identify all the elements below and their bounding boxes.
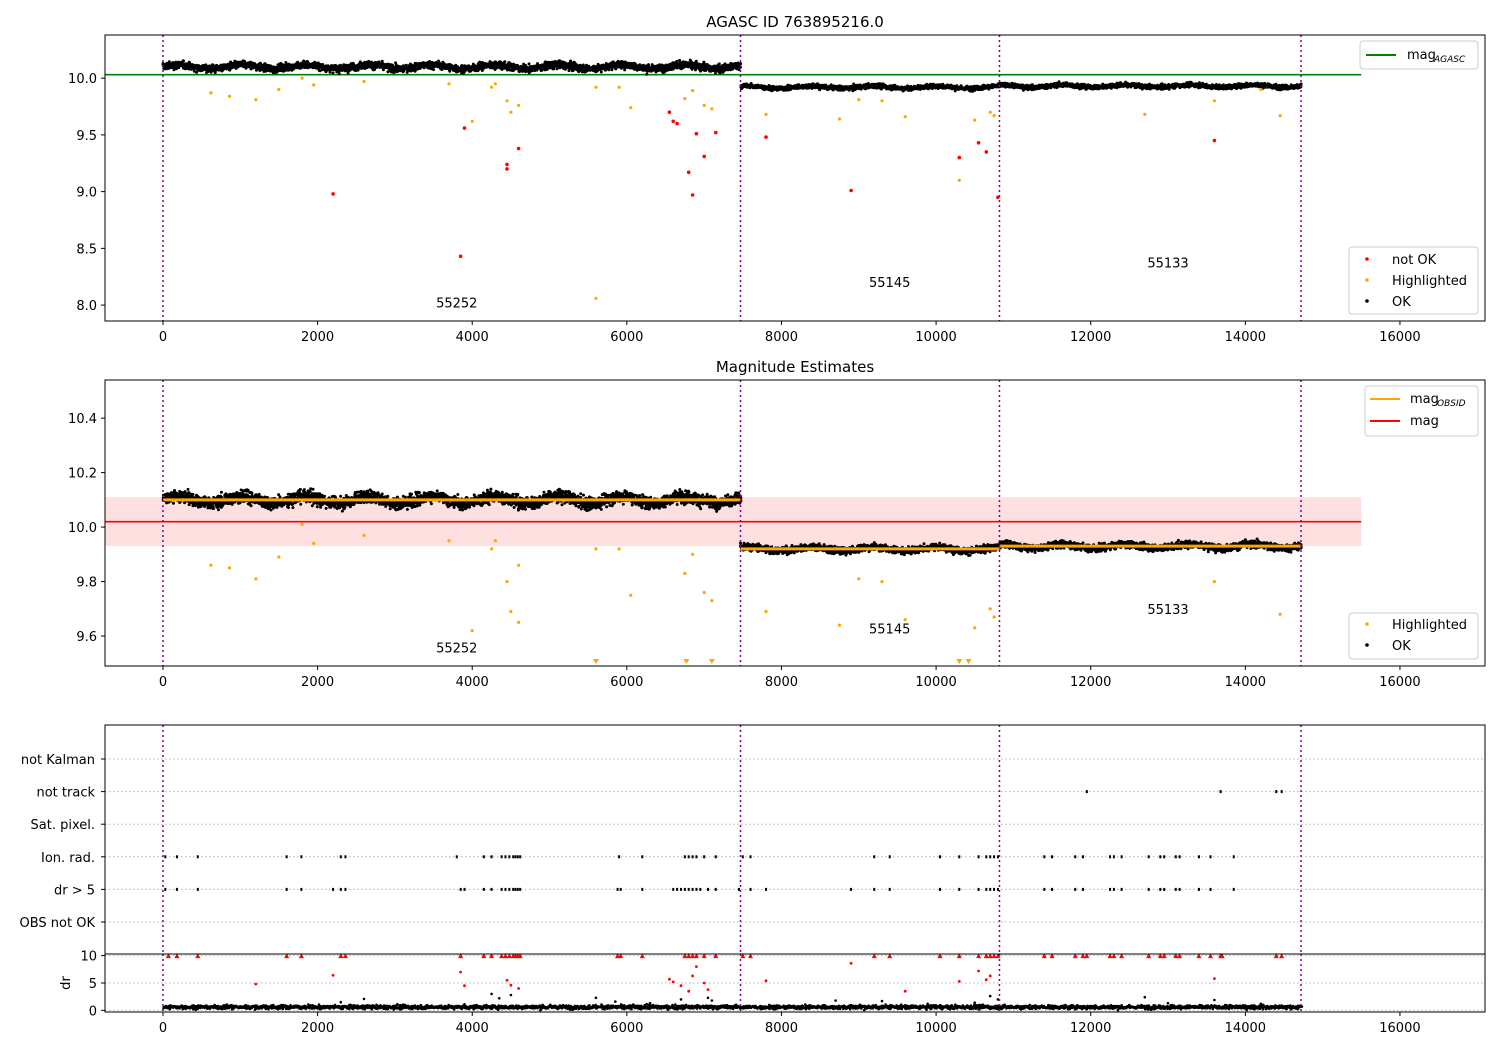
ok-point: [726, 68, 730, 72]
ok-point: [650, 63, 654, 67]
ok-point: [331, 71, 335, 75]
ok-point: [302, 59, 306, 63]
ok-point: [671, 61, 675, 65]
ok-point: [714, 71, 717, 75]
ok-point: [259, 62, 263, 66]
ok-point: [337, 72, 341, 76]
ok-point: [427, 66, 431, 70]
ok-point: [304, 66, 308, 69]
ok-point: [181, 59, 185, 63]
middle-plot-title: Magnitude Estimates: [716, 358, 874, 376]
ok-point: [694, 68, 697, 72]
ok-point: [500, 67, 504, 71]
ok-point: [195, 70, 199, 74]
top-plot-title: AGASC ID 763895216.0: [706, 13, 884, 31]
ok-point: [607, 68, 611, 72]
ok-point: [503, 60, 507, 64]
ok-point: [540, 68, 544, 72]
ok-point: [380, 59, 384, 63]
ok-point: [678, 58, 682, 62]
ok-point: [694, 59, 698, 63]
ok-point: [563, 67, 567, 71]
ok-point: [339, 63, 342, 67]
ok-point: [675, 59, 679, 63]
ok-point: [737, 68, 741, 72]
ok-point: [413, 69, 417, 73]
ok-point: [386, 70, 390, 74]
ok-point: [381, 68, 385, 72]
ok-point: [373, 68, 376, 71]
ok-point: [321, 63, 325, 66]
ok-point: [569, 59, 573, 63]
ok-point: [555, 67, 559, 71]
ok-point: [171, 61, 175, 65]
ok-point: [527, 62, 531, 66]
ok-point: [739, 62, 743, 66]
ok-point: [690, 60, 694, 64]
ok-point: [432, 68, 435, 72]
ok-point: [599, 70, 603, 74]
ok-point: [536, 62, 539, 66]
ok-point: [717, 62, 721, 66]
ok-point: [167, 60, 171, 64]
ok-point: [558, 59, 561, 63]
ok-point: [851, 89, 855, 93]
ok-point: [356, 68, 360, 72]
ok-point: [619, 66, 623, 70]
ok-point: [404, 63, 408, 67]
ok-point: [192, 69, 196, 73]
ok-point: [581, 63, 585, 67]
ok-point: [645, 72, 649, 76]
ok-point: [623, 68, 627, 72]
